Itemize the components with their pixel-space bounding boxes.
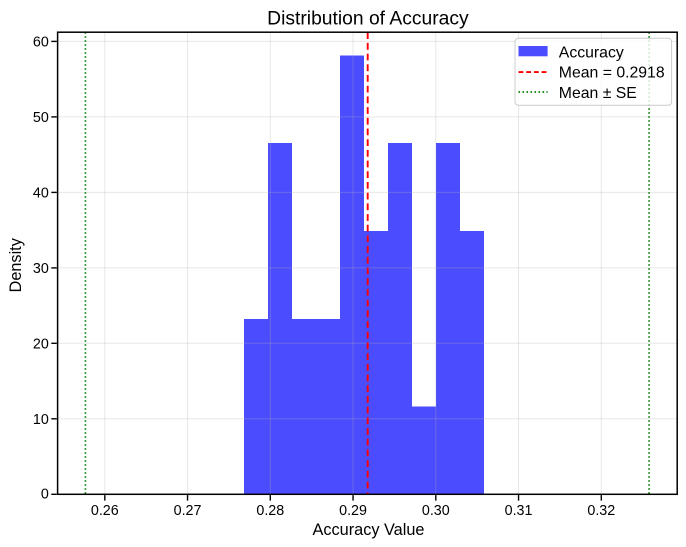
svg-text:Accuracy Value: Accuracy Value	[313, 521, 425, 539]
svg-text:0.27: 0.27	[174, 503, 202, 519]
svg-text:40: 40	[33, 186, 49, 202]
svg-text:Mean = 0.2918: Mean = 0.2918	[559, 65, 665, 82]
svg-text:0.32: 0.32	[587, 503, 615, 519]
svg-text:50: 50	[33, 110, 49, 126]
svg-text:0.29: 0.29	[339, 503, 367, 519]
svg-text:30: 30	[33, 261, 49, 277]
svg-text:Distribution of Accuracy: Distribution of Accuracy	[267, 9, 469, 30]
svg-text:Density: Density	[7, 237, 25, 292]
svg-text:20: 20	[33, 337, 49, 353]
svg-text:0.30: 0.30	[422, 503, 450, 519]
svg-text:Accuracy: Accuracy	[559, 44, 624, 61]
svg-text:10: 10	[33, 412, 49, 428]
svg-text:0.26: 0.26	[91, 503, 119, 519]
svg-text:Mean ± SE: Mean ± SE	[559, 85, 637, 102]
svg-text:0: 0	[41, 487, 49, 503]
svg-text:0.28: 0.28	[256, 503, 284, 519]
svg-text:60: 60	[33, 35, 49, 51]
svg-text:0.31: 0.31	[505, 503, 533, 519]
